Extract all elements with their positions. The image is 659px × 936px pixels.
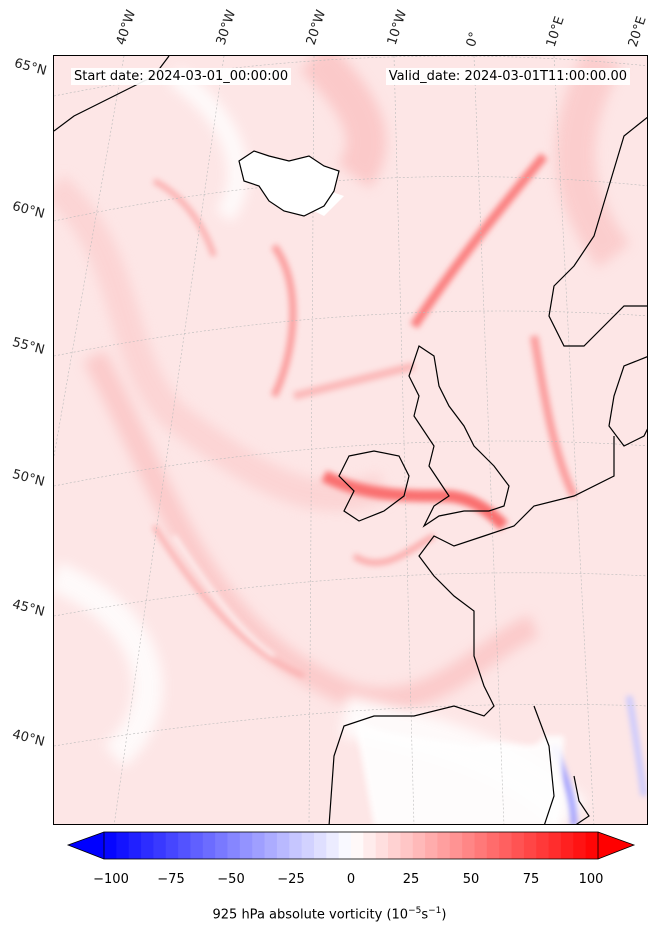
lon-label: 20°W [303,8,330,47]
lon-label: 20°E [625,14,650,50]
lon-label: 0° [463,30,483,49]
lon-label: 40°W [113,8,140,47]
colorbar-segment [573,832,587,859]
colorbar-tick-label: 75 [522,872,540,887]
valid-date: Valid_date: 2024-03-01T11:00:00.00 [385,68,630,85]
colorbar-tick-label: −50 [217,872,245,887]
norway [548,116,647,347]
iceland [238,150,340,217]
great-britain [408,345,510,528]
colorbar-segment [116,832,130,859]
vorticity-streaks [151,153,647,824]
colorbar-segment [375,832,389,859]
colorbar-segment [202,832,216,859]
colorbar-segment [523,832,537,859]
lat-label: 50°N [10,467,47,490]
colorbar-segment [338,832,352,859]
colorbar-segment [239,832,253,859]
low-vorticity-area [354,716,564,824]
iberia-east [533,705,555,824]
colorbar-segment [474,832,488,859]
colorbar-segment [313,832,327,859]
colorbar-label: 925 hPa absolute vorticity (10−5s−1) [212,906,447,923]
colorbar-segment [153,832,167,859]
colorbar-segment [412,832,426,859]
colorbar-extend-max [597,831,636,860]
colorbar-tick-label: −75 [157,872,185,887]
colorbar-segment [178,832,191,859]
colorbar-segment [499,832,513,859]
lat-label: 40°N [10,727,47,750]
colorbar-segment [486,832,500,859]
coastlines [54,56,647,824]
colorbar-segment [252,832,266,859]
colorbar-segment [363,832,377,859]
lon-label: 10°E [543,14,568,50]
denmark [608,356,647,447]
colorbar-segment [548,832,562,859]
lon-label: 30°W [213,8,240,47]
colorbar-segment [560,832,574,859]
colorbar-segment [128,832,142,859]
lat-label: 60°N [10,199,47,222]
colorbar-tick-label: 100 [578,872,604,887]
lon-label: 10°W [384,8,411,47]
colorbar-segment [425,832,438,859]
lat-label: 55°N [10,335,47,358]
vorticity-map: Start date: 2024-03-01_00:00:00 Valid_da… [53,55,648,825]
colorbar-segment [301,832,315,859]
colorbar-extend-min [66,831,105,860]
colorbar-segment [326,832,340,859]
lat-label: 65°N [12,56,49,79]
start-date: Start date: 2024-03-01_00:00:00 [71,68,292,85]
colorbar-segment [400,832,414,859]
lat-label: 45°N [10,597,47,620]
colorbar-segment [141,832,154,859]
colorbar-segment [388,832,401,859]
colorbar-segment [585,832,599,859]
colorbar-segment [536,832,550,859]
colorbar-tick-label: 50 [462,872,480,887]
colorbar [66,831,636,860]
colorbar-tick-label: 0 [346,872,356,887]
ireland [338,450,410,522]
colorbar-segment [511,832,525,859]
colorbar-segment [276,832,290,859]
colorbar-segment [264,832,278,859]
colorbar-segment [449,832,463,859]
colorbar-segment [351,832,364,859]
colorbar-segment [462,832,475,859]
colorbar-segment [215,832,228,859]
colorbar-segment [104,832,117,859]
colorbar-segment [227,832,241,859]
island [573,775,590,824]
colorbar-segment [437,832,451,859]
map-canvas [54,56,647,824]
europe-mainland [328,436,615,824]
colorbar-segment [165,832,179,859]
colorbar-segment [289,832,303,859]
colorbar-segment [190,832,204,859]
graticule [54,56,647,824]
colorbar-tick-label: −25 [277,872,305,887]
colorbar-tick-label: −100 [93,872,129,887]
colorbar-tick-label: 25 [402,872,420,887]
